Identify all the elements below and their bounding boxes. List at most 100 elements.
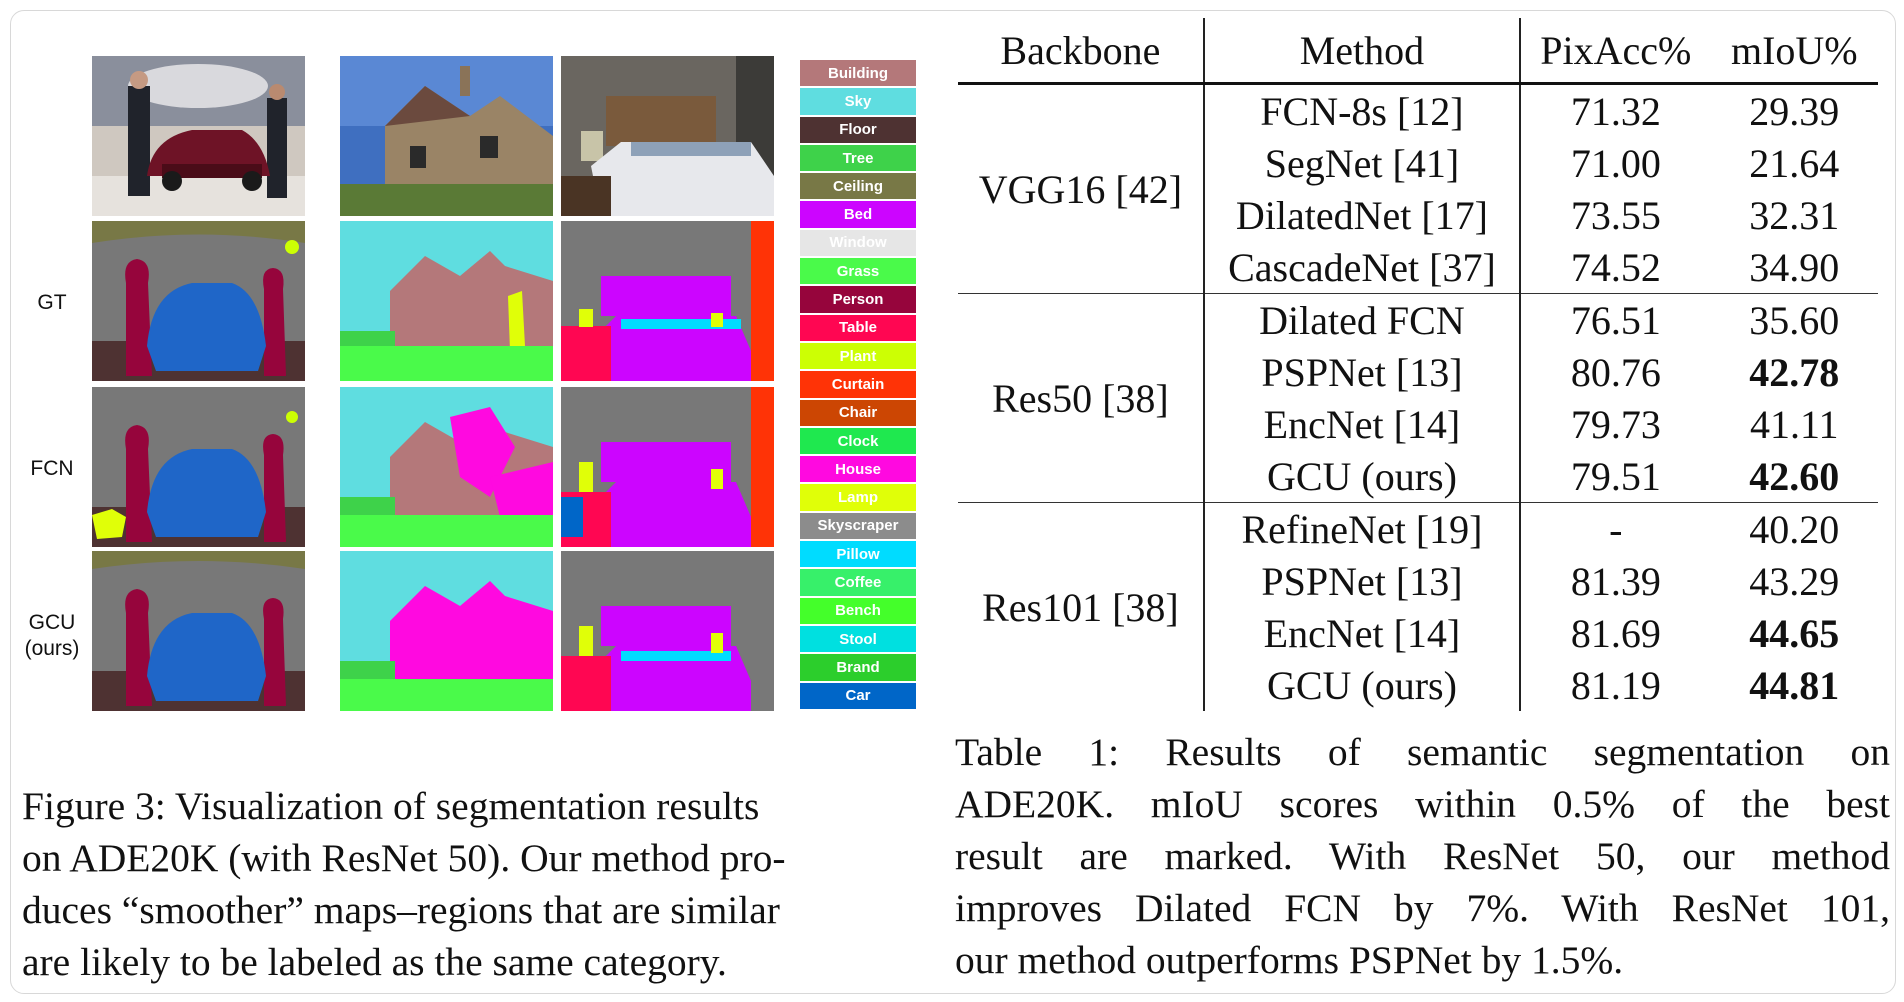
method-cell: Dilated FCN	[1203, 293, 1522, 346]
legend-item: Tree	[800, 144, 916, 172]
method-cell: PSPNet [13]	[1203, 346, 1522, 398]
photo-bedroom	[561, 56, 774, 216]
miou-cell: 40.20	[1710, 502, 1878, 555]
pixacc-cell: 76.51	[1520, 293, 1711, 346]
legend-item: House	[800, 456, 916, 483]
legend-item: Clock	[800, 427, 916, 455]
table-caption-line: improves Dilated FCN by 7%. With ResNet …	[955, 886, 1890, 930]
miou-cell: 35.60	[1710, 293, 1878, 346]
miou-cell: 44.65	[1749, 610, 1840, 656]
row-label-fcn: FCN	[30, 457, 74, 480]
miou-cell: 29.39	[1710, 82, 1878, 137]
method-cell: EncNet [14]	[1203, 607, 1522, 659]
table-row: DilatedNet [17] 73.55 32.31	[958, 189, 1878, 241]
table-row: Res50 [38] Dilated FCN 76.51 35.60	[958, 293, 1878, 503]
pixacc-cell: 71.32	[1520, 82, 1711, 137]
photo-stone-house	[340, 56, 553, 216]
header-backbone: Backbone	[958, 18, 1205, 84]
header-miou: mIoU%	[1730, 27, 1858, 73]
seg-gt-house	[340, 221, 553, 381]
pixacc-cell: 79.51	[1570, 453, 1661, 499]
miou-cell: 43.29	[1749, 558, 1840, 604]
miou-cell: 34.90	[1749, 244, 1840, 290]
miou-cell: 21.64	[1749, 140, 1840, 186]
class-legend: Building Sky Floor Tree Ceiling Bed Window Gras…	[800, 60, 916, 711]
table-caption-line: ADE20K. mIoU scores within 0.5% of the b…	[955, 782, 1890, 826]
legend-item: Grass	[800, 258, 916, 285]
pixacc-cell: -	[1520, 502, 1711, 555]
table-row: EncNet [14] 81.69 44.65	[958, 607, 1878, 659]
legend-item: Person	[800, 286, 916, 313]
method-cell: SegNet [41]	[1203, 137, 1522, 189]
pixacc-cell: 81.19	[1570, 662, 1661, 708]
legend-item: Lamp	[800, 484, 916, 511]
method-cell: GCU (ours)	[1203, 450, 1522, 503]
legend-item: Floor	[800, 116, 916, 143]
seg-fcn-house	[340, 387, 553, 547]
table-row: GCU (ours) 81.19 44.81	[958, 659, 1878, 711]
seg-gcu-car	[92, 551, 305, 711]
table-row: Res101 [38] RefineNet [19] -40.20	[958, 502, 1878, 711]
legend-item: Coffee	[800, 569, 916, 596]
pixacc-cell: 73.55	[1570, 192, 1661, 238]
backbone-cell: Res101 [38]	[958, 502, 1205, 711]
table-row: VGG16 [42] FCN-8s [12] 71.32 29.39	[958, 82, 1878, 294]
method-cell: GCU (ours)	[1203, 659, 1522, 711]
legend-item: Plant	[800, 342, 916, 370]
header-method: Method	[1203, 18, 1522, 84]
seg-gt-bedroom	[561, 221, 774, 381]
row-label-gt: GT	[37, 291, 67, 314]
pixacc-cell: 80.76	[1570, 349, 1661, 395]
legend-item: Bench	[800, 597, 916, 624]
seg-gcu-house	[340, 551, 553, 711]
legend-item: Pillow	[800, 541, 916, 568]
seg-fcn-car	[92, 387, 305, 547]
table-caption-line: Table 1: Results of semantic segmentatio…	[955, 730, 1890, 774]
legend-item: Brand	[800, 654, 916, 681]
miou-cell: 44.81	[1749, 662, 1840, 708]
table-caption-line: our method outperforms PSPNet by 1.5%.	[955, 938, 1624, 982]
page-frame	[10, 10, 1896, 994]
table-row: SegNet [41] 71.00 21.64	[958, 137, 1878, 189]
table-row: PSPNet [13] 80.76 42.78	[958, 346, 1878, 398]
backbone-cell: Res50 [38]	[958, 293, 1205, 503]
method-cell: EncNet [14]	[1203, 398, 1522, 450]
legend-item: Building	[800, 60, 916, 87]
legend-item: Ceiling	[800, 173, 916, 200]
figure-caption-line: duces “smoother” maps–regions that are s…	[22, 888, 780, 932]
miou-cell: 42.78	[1749, 349, 1840, 395]
method-cell: CascadeNet [37]	[1203, 241, 1522, 294]
figure-caption-line: on ADE20K (with ResNet 50). Our method p…	[22, 836, 786, 880]
figure-caption-line: Figure 3: Visualization of segmentation …	[22, 784, 760, 828]
legend-item: Sky	[800, 88, 916, 115]
pixacc-cell: 74.52	[1570, 244, 1661, 290]
legend-item: Bed	[800, 201, 916, 228]
table-row: EncNet [14] 79.73 41.11	[958, 398, 1878, 450]
table-row: PSPNet [13] 81.39 43.29	[958, 555, 1878, 607]
table-row: CascadeNet [37] 74.52 34.90	[958, 241, 1878, 294]
method-cell: FCN-8s [12]	[1203, 82, 1522, 137]
header-pixacc: PixAcc%	[1540, 27, 1692, 73]
table-caption: Table 1: Results of semantic segmentatio…	[955, 726, 1890, 986]
pixacc-cell: 71.00	[1570, 140, 1661, 186]
pixacc-cell: 81.69	[1570, 610, 1661, 656]
backbone-cell: VGG16 [42]	[958, 82, 1205, 294]
pixacc-cell: 81.39	[1570, 558, 1661, 604]
method-cell: PSPNet [13]	[1203, 555, 1522, 607]
photo-car-showroom	[92, 56, 305, 216]
legend-item: Curtain	[800, 371, 916, 398]
results-table: Backbone Method PixAcc% mIoU% VGG16 [42]…	[958, 18, 1878, 711]
table-caption-line: result are marked. With ResNet 50, our m…	[955, 834, 1890, 878]
legend-item: Table	[800, 314, 916, 341]
legend-item: Car	[800, 682, 916, 709]
seg-gt-car	[92, 221, 305, 381]
miou-cell: 41.11	[1750, 401, 1839, 447]
miou-cell: 32.31	[1749, 192, 1840, 238]
seg-gcu-bedroom	[561, 551, 774, 711]
legend-item: Stool	[800, 625, 916, 653]
figure-caption: Figure 3: Visualization of segmentation …	[22, 780, 934, 988]
legend-item: Chair	[800, 399, 916, 426]
figure-caption-line: are likely to be labeled as the same cat…	[22, 940, 727, 984]
legend-item: Skyscraper	[800, 512, 916, 540]
miou-cell: 42.60	[1749, 453, 1840, 499]
